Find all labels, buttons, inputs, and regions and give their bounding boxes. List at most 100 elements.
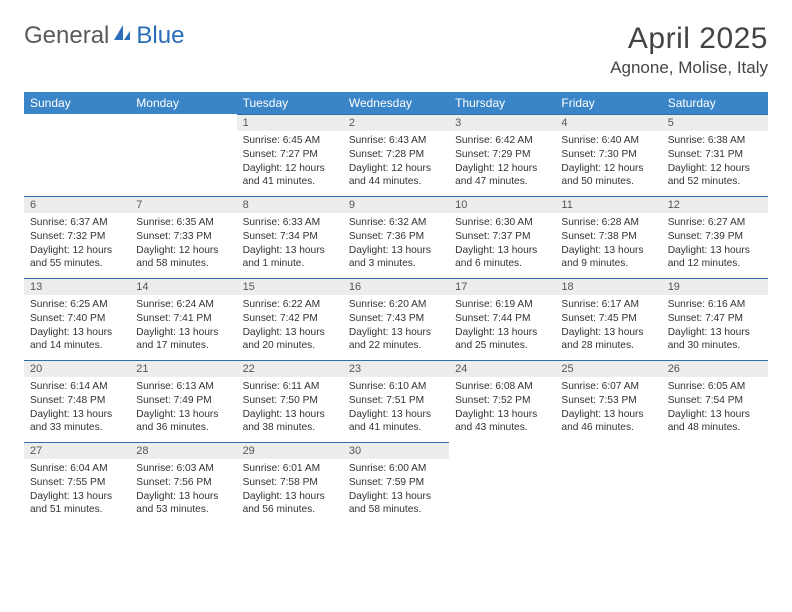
- sunrise-text: Sunrise: 6:03 AM: [136, 462, 230, 476]
- calendar-cell: [130, 114, 236, 196]
- daylight-text: Daylight: 13 hours and 20 minutes.: [243, 326, 337, 354]
- day-content: Sunrise: 6:33 AMSunset: 7:34 PMDaylight:…: [237, 213, 343, 275]
- day-number: 27: [24, 442, 130, 459]
- sunset-text: Sunset: 7:36 PM: [349, 230, 443, 244]
- daylight-text: Daylight: 13 hours and 17 minutes.: [136, 326, 230, 354]
- calendar-cell: 28Sunrise: 6:03 AMSunset: 7:56 PMDayligh…: [130, 442, 236, 524]
- daylight-text: Daylight: 13 hours and 48 minutes.: [668, 408, 762, 436]
- weekday-header: Wednesday: [343, 92, 449, 114]
- day-content: Sunrise: 6:22 AMSunset: 7:42 PMDaylight:…: [237, 295, 343, 357]
- day-number: 29: [237, 442, 343, 459]
- day-content: Sunrise: 6:35 AMSunset: 7:33 PMDaylight:…: [130, 213, 236, 275]
- sunrise-text: Sunrise: 6:04 AM: [30, 462, 124, 476]
- day-content: Sunrise: 6:30 AMSunset: 7:37 PMDaylight:…: [449, 213, 555, 275]
- daylight-text: Daylight: 12 hours and 41 minutes.: [243, 162, 337, 190]
- day-content: Sunrise: 6:42 AMSunset: 7:29 PMDaylight:…: [449, 131, 555, 193]
- day-number: 11: [555, 196, 661, 213]
- day-content: Sunrise: 6:05 AMSunset: 7:54 PMDaylight:…: [662, 377, 768, 439]
- sunrise-text: Sunrise: 6:19 AM: [455, 298, 549, 312]
- sunset-text: Sunset: 7:59 PM: [349, 476, 443, 490]
- day-content: Sunrise: 6:04 AMSunset: 7:55 PMDaylight:…: [24, 459, 130, 521]
- daylight-text: Daylight: 13 hours and 25 minutes.: [455, 326, 549, 354]
- day-content: Sunrise: 6:20 AMSunset: 7:43 PMDaylight:…: [343, 295, 449, 357]
- logo-sail-icon: [112, 22, 132, 50]
- calendar-cell: 26Sunrise: 6:05 AMSunset: 7:54 PMDayligh…: [662, 360, 768, 442]
- daylight-text: Daylight: 13 hours and 6 minutes.: [455, 244, 549, 272]
- calendar-cell: 1Sunrise: 6:45 AMSunset: 7:27 PMDaylight…: [237, 114, 343, 196]
- day-number: 6: [24, 196, 130, 213]
- day-number: 8: [237, 196, 343, 213]
- calendar-cell: 21Sunrise: 6:13 AMSunset: 7:49 PMDayligh…: [130, 360, 236, 442]
- title-block: April 2025 Agnone, Molise, Italy: [610, 22, 768, 78]
- weekday-header: Friday: [555, 92, 661, 114]
- calendar-body: 1Sunrise: 6:45 AMSunset: 7:27 PMDaylight…: [24, 114, 768, 524]
- daylight-text: Daylight: 13 hours and 30 minutes.: [668, 326, 762, 354]
- day-number: 21: [130, 360, 236, 377]
- daylight-text: Daylight: 13 hours and 1 minute.: [243, 244, 337, 272]
- calendar-cell: 7Sunrise: 6:35 AMSunset: 7:33 PMDaylight…: [130, 196, 236, 278]
- day-number: 7: [130, 196, 236, 213]
- sunset-text: Sunset: 7:27 PM: [243, 148, 337, 162]
- day-content: Sunrise: 6:14 AMSunset: 7:48 PMDaylight:…: [24, 377, 130, 439]
- day-number: 4: [555, 114, 661, 131]
- calendar-cell: 17Sunrise: 6:19 AMSunset: 7:44 PMDayligh…: [449, 278, 555, 360]
- sunrise-text: Sunrise: 6:16 AM: [668, 298, 762, 312]
- sunset-text: Sunset: 7:30 PM: [561, 148, 655, 162]
- sunrise-text: Sunrise: 6:17 AM: [561, 298, 655, 312]
- sunrise-text: Sunrise: 6:07 AM: [561, 380, 655, 394]
- weekday-row: SundayMondayTuesdayWednesdayThursdayFrid…: [24, 92, 768, 114]
- sunrise-text: Sunrise: 6:33 AM: [243, 216, 337, 230]
- day-number: 1: [237, 114, 343, 131]
- day-number: 23: [343, 360, 449, 377]
- day-content: Sunrise: 6:13 AMSunset: 7:49 PMDaylight:…: [130, 377, 236, 439]
- calendar-cell: [662, 442, 768, 524]
- daylight-text: Daylight: 12 hours and 55 minutes.: [30, 244, 124, 272]
- day-number: 30: [343, 442, 449, 459]
- sunset-text: Sunset: 7:50 PM: [243, 394, 337, 408]
- calendar-cell: 12Sunrise: 6:27 AMSunset: 7:39 PMDayligh…: [662, 196, 768, 278]
- weekday-header: Thursday: [449, 92, 555, 114]
- sunrise-text: Sunrise: 6:38 AM: [668, 134, 762, 148]
- sunset-text: Sunset: 7:53 PM: [561, 394, 655, 408]
- sunset-text: Sunset: 7:54 PM: [668, 394, 762, 408]
- daylight-text: Daylight: 13 hours and 33 minutes.: [30, 408, 124, 436]
- sunset-text: Sunset: 7:41 PM: [136, 312, 230, 326]
- location: Agnone, Molise, Italy: [610, 58, 768, 78]
- daylight-text: Daylight: 13 hours and 51 minutes.: [30, 490, 124, 518]
- calendar-cell: 4Sunrise: 6:40 AMSunset: 7:30 PMDaylight…: [555, 114, 661, 196]
- daylight-text: Daylight: 13 hours and 36 minutes.: [136, 408, 230, 436]
- day-number: 14: [130, 278, 236, 295]
- calendar-cell: 25Sunrise: 6:07 AMSunset: 7:53 PMDayligh…: [555, 360, 661, 442]
- daylight-text: Daylight: 13 hours and 14 minutes.: [30, 326, 124, 354]
- daylight-text: Daylight: 13 hours and 41 minutes.: [349, 408, 443, 436]
- daylight-text: Daylight: 12 hours and 44 minutes.: [349, 162, 443, 190]
- day-content: Sunrise: 6:45 AMSunset: 7:27 PMDaylight:…: [237, 131, 343, 193]
- sunrise-text: Sunrise: 6:01 AM: [243, 462, 337, 476]
- sunrise-text: Sunrise: 6:37 AM: [30, 216, 124, 230]
- day-content: Sunrise: 6:00 AMSunset: 7:59 PMDaylight:…: [343, 459, 449, 521]
- sunset-text: Sunset: 7:58 PM: [243, 476, 337, 490]
- header: General Blue April 2025 Agnone, Molise, …: [24, 22, 768, 78]
- sunrise-text: Sunrise: 6:20 AM: [349, 298, 443, 312]
- day-number: 24: [449, 360, 555, 377]
- day-content: Sunrise: 6:40 AMSunset: 7:30 PMDaylight:…: [555, 131, 661, 193]
- day-number: 22: [237, 360, 343, 377]
- day-content: Sunrise: 6:24 AMSunset: 7:41 PMDaylight:…: [130, 295, 236, 357]
- calendar-cell: 19Sunrise: 6:16 AMSunset: 7:47 PMDayligh…: [662, 278, 768, 360]
- sunset-text: Sunset: 7:31 PM: [668, 148, 762, 162]
- sunset-text: Sunset: 7:29 PM: [455, 148, 549, 162]
- sunset-text: Sunset: 7:49 PM: [136, 394, 230, 408]
- calendar-cell: 9Sunrise: 6:32 AMSunset: 7:36 PMDaylight…: [343, 196, 449, 278]
- calendar-cell: 24Sunrise: 6:08 AMSunset: 7:52 PMDayligh…: [449, 360, 555, 442]
- daylight-text: Daylight: 13 hours and 38 minutes.: [243, 408, 337, 436]
- day-content: Sunrise: 6:11 AMSunset: 7:50 PMDaylight:…: [237, 377, 343, 439]
- month-title: April 2025: [610, 22, 768, 56]
- day-content: Sunrise: 6:43 AMSunset: 7:28 PMDaylight:…: [343, 131, 449, 193]
- sunrise-text: Sunrise: 6:35 AM: [136, 216, 230, 230]
- day-content: Sunrise: 6:01 AMSunset: 7:58 PMDaylight:…: [237, 459, 343, 521]
- sunrise-text: Sunrise: 6:10 AM: [349, 380, 443, 394]
- day-content: Sunrise: 6:32 AMSunset: 7:36 PMDaylight:…: [343, 213, 449, 275]
- calendar-cell: [449, 442, 555, 524]
- daylight-text: Daylight: 13 hours and 56 minutes.: [243, 490, 337, 518]
- sunset-text: Sunset: 7:28 PM: [349, 148, 443, 162]
